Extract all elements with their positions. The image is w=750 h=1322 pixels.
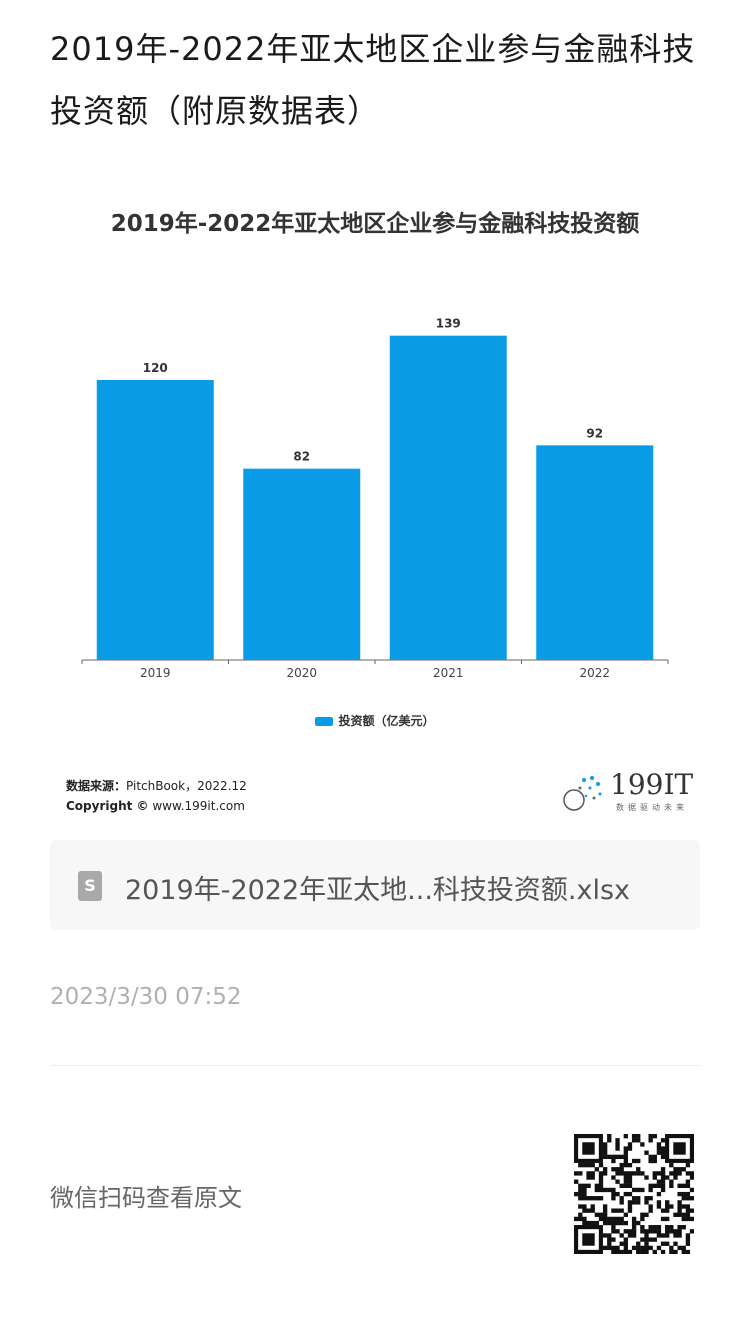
- bar-2020: [243, 468, 361, 660]
- source-text: PitchBook，2022.12: [126, 779, 247, 793]
- logo-mark-icon: [563, 776, 602, 811]
- qr-code-icon: [574, 1134, 694, 1254]
- attachment-card[interactable]: S 2019年-2022年亚太地...科技投资额.xlsx: [50, 840, 700, 930]
- x-tick-label-2021: 2021: [433, 666, 464, 680]
- source-block: 数据来源：PitchBook，2022.12 Copyright © www.1…: [66, 776, 247, 816]
- x-tick-label-2022: 2022: [579, 666, 610, 680]
- chart-legend: 投资额（亿美元）: [0, 712, 750, 729]
- page-title: 2019年-2022年亚太地区企业参与金融科技投资额（附原数据表）: [50, 30, 696, 130]
- logo: 199IT 数据驱动未来: [560, 768, 700, 816]
- bar-2019: [96, 380, 214, 660]
- divider: [50, 1065, 700, 1066]
- x-tick-label-2019: 2019: [140, 666, 171, 680]
- chart-title: 2019年-2022年亚太地区企业参与金融科技投资额: [110, 211, 640, 237]
- copyright-label: Copyright ©: [66, 799, 149, 813]
- data-label-2021: 139: [436, 317, 461, 331]
- source-label: 数据来源：: [66, 779, 127, 793]
- logo-subtitle: 数据驱动未来: [616, 803, 688, 812]
- legend-swatch: [315, 717, 334, 726]
- copyright-text: www.199it.com: [148, 799, 245, 813]
- data-label-2019: 120: [143, 361, 168, 375]
- timestamp: 2023/3/30 07:52: [50, 984, 242, 1010]
- data-label-2020: 82: [293, 450, 310, 464]
- legend-label: 投资额（亿美元）: [338, 714, 435, 728]
- spreadsheet-file-icon: S: [78, 871, 102, 901]
- logo-text: 199IT: [610, 768, 694, 801]
- bar-chart: 120 2019 82 2020 139 2021 92 2022: [81, 317, 669, 680]
- bar-2021: [389, 335, 507, 660]
- bar-2022: [536, 445, 654, 660]
- x-tick-label-2020: 2020: [286, 666, 317, 680]
- data-label-2022: 92: [586, 426, 603, 440]
- attachment-file-name[interactable]: 2019年-2022年亚太地...科技投资额.xlsx: [125, 875, 631, 906]
- footer-text: 微信扫码查看原文: [50, 1184, 242, 1212]
